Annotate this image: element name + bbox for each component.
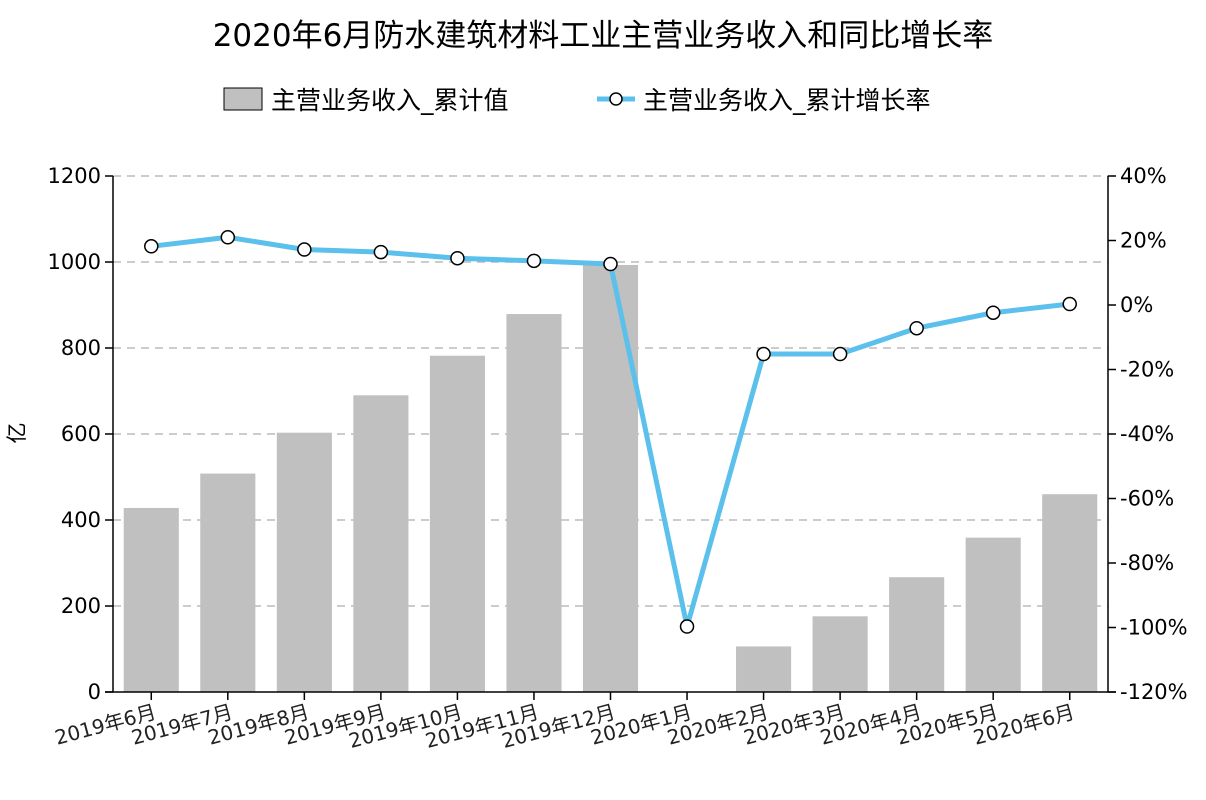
legend-bar-swatch [223, 87, 263, 111]
growth-point [756, 346, 771, 362]
legend-line-label: 主营业务收入_累计增长率 [643, 86, 931, 115]
y2-tick-label: 40% [1120, 164, 1167, 188]
axes: 0 200 400 600 800 1000 1200 -120% -100% -80% -60% -… [48, 164, 1188, 753]
growth-point [526, 253, 542, 269]
growth-point [297, 242, 312, 257]
y-tick-label: 600 [61, 422, 101, 446]
growth-point [985, 305, 1001, 320]
y2-tick-label: -60% [1120, 487, 1174, 511]
bar [812, 616, 868, 692]
y2-tick-label: -100% [1120, 616, 1188, 640]
y2-tick-label: -20% [1120, 358, 1174, 382]
y2-tick-label: 20% [1120, 229, 1167, 253]
growth-point [679, 619, 695, 634]
growth-point [373, 244, 389, 260]
y-tick-label: 200 [61, 594, 101, 618]
bar [506, 314, 562, 692]
legend-line-marker [609, 92, 623, 106]
y-tick-label: 0 [88, 680, 101, 704]
y-tick-label: 1200 [48, 164, 101, 188]
y2-tick-label: -80% [1120, 551, 1174, 575]
bar [736, 646, 792, 692]
growth-point [909, 320, 924, 336]
y-tick-label: 1000 [48, 250, 101, 274]
legend-bar-label: 主营业务收入_累计值 [271, 86, 509, 115]
growth-point [603, 256, 618, 272]
y-axis-label: 亿 [5, 423, 29, 444]
bar [889, 577, 945, 692]
bar [429, 355, 485, 692]
growth-point [450, 250, 465, 266]
line-series [144, 230, 1077, 634]
y2-tick-label: -40% [1120, 422, 1174, 446]
chart-title: 2020年6月防水建筑材料工业主营业务收入和同比增长率 [213, 18, 994, 54]
bar [123, 507, 179, 692]
growth-point [220, 230, 236, 245]
growth-point [144, 239, 159, 254]
y2-tick-label: 0% [1120, 293, 1153, 317]
bar-series [123, 265, 1098, 692]
y-tick-label: 400 [61, 508, 101, 532]
bar [353, 395, 409, 692]
growth-point [1062, 296, 1077, 312]
bar [1042, 494, 1098, 692]
bar [200, 473, 256, 692]
y2-tick-label: -120% [1120, 680, 1188, 704]
bar [965, 537, 1021, 692]
y-tick-label: 800 [61, 336, 101, 360]
labels: 2020年6月防水建筑材料工业主营业务收入和同比增长率 主营业务收入_累计值 主… [5, 18, 993, 444]
bar [276, 432, 332, 692]
growth-point [832, 346, 848, 362]
bar [582, 265, 639, 692]
